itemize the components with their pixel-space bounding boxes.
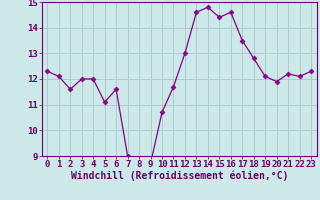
X-axis label: Windchill (Refroidissement éolien,°C): Windchill (Refroidissement éolien,°C) — [70, 171, 288, 181]
